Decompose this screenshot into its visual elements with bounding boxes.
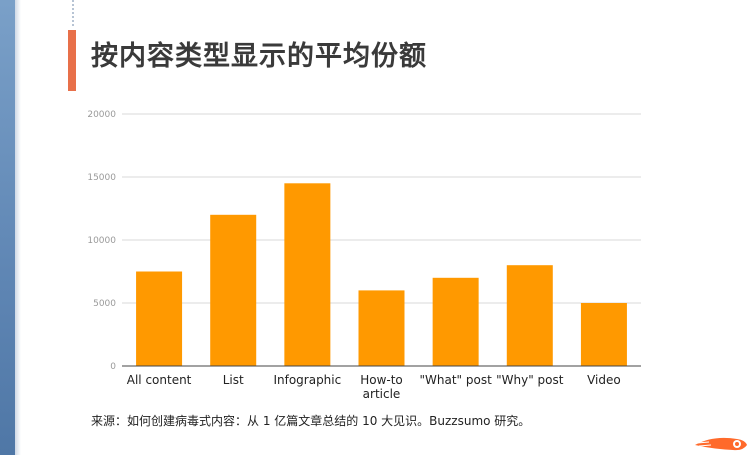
bar-2 <box>284 183 331 366</box>
y-tick-label: 0 <box>110 362 116 372</box>
bar-0 <box>136 271 183 366</box>
bar-1 <box>210 214 257 366</box>
y-tick-label: 15000 <box>87 173 116 183</box>
bar-4 <box>432 277 479 366</box>
x-tick-label: List <box>223 373 244 387</box>
x-tick-label: Video <box>587 373 621 387</box>
bar-6 <box>580 303 627 366</box>
x-tick-label: Infographic <box>273 373 341 387</box>
x-tick-label: "Why" post <box>496 373 564 387</box>
bar-3 <box>358 290 405 366</box>
x-tick-label: All content <box>127 373 192 387</box>
bar-5 <box>506 265 553 366</box>
y-tick-label: 5000 <box>93 299 116 309</box>
y-tick-label: 10000 <box>87 236 116 246</box>
page-title: 按内容类型显示的平均份额 <box>91 41 427 72</box>
x-tick-label: How-to <box>360 373 403 387</box>
x-tick-label: article <box>363 387 401 401</box>
left-band-shadow <box>15 0 21 455</box>
title-accent-bar <box>68 30 76 91</box>
source-caption: 来源：如何创建病毒式内容：从 1 亿篇文章总结的 10 大见识。Buzzsumo… <box>91 414 531 428</box>
x-tick-label: "What" post <box>419 373 492 387</box>
y-tick-label: 20000 <box>87 110 116 120</box>
dotted-line-decoration <box>72 0 76 26</box>
left-decorative-band <box>0 0 15 455</box>
semrush-logo-icon <box>695 437 747 451</box>
